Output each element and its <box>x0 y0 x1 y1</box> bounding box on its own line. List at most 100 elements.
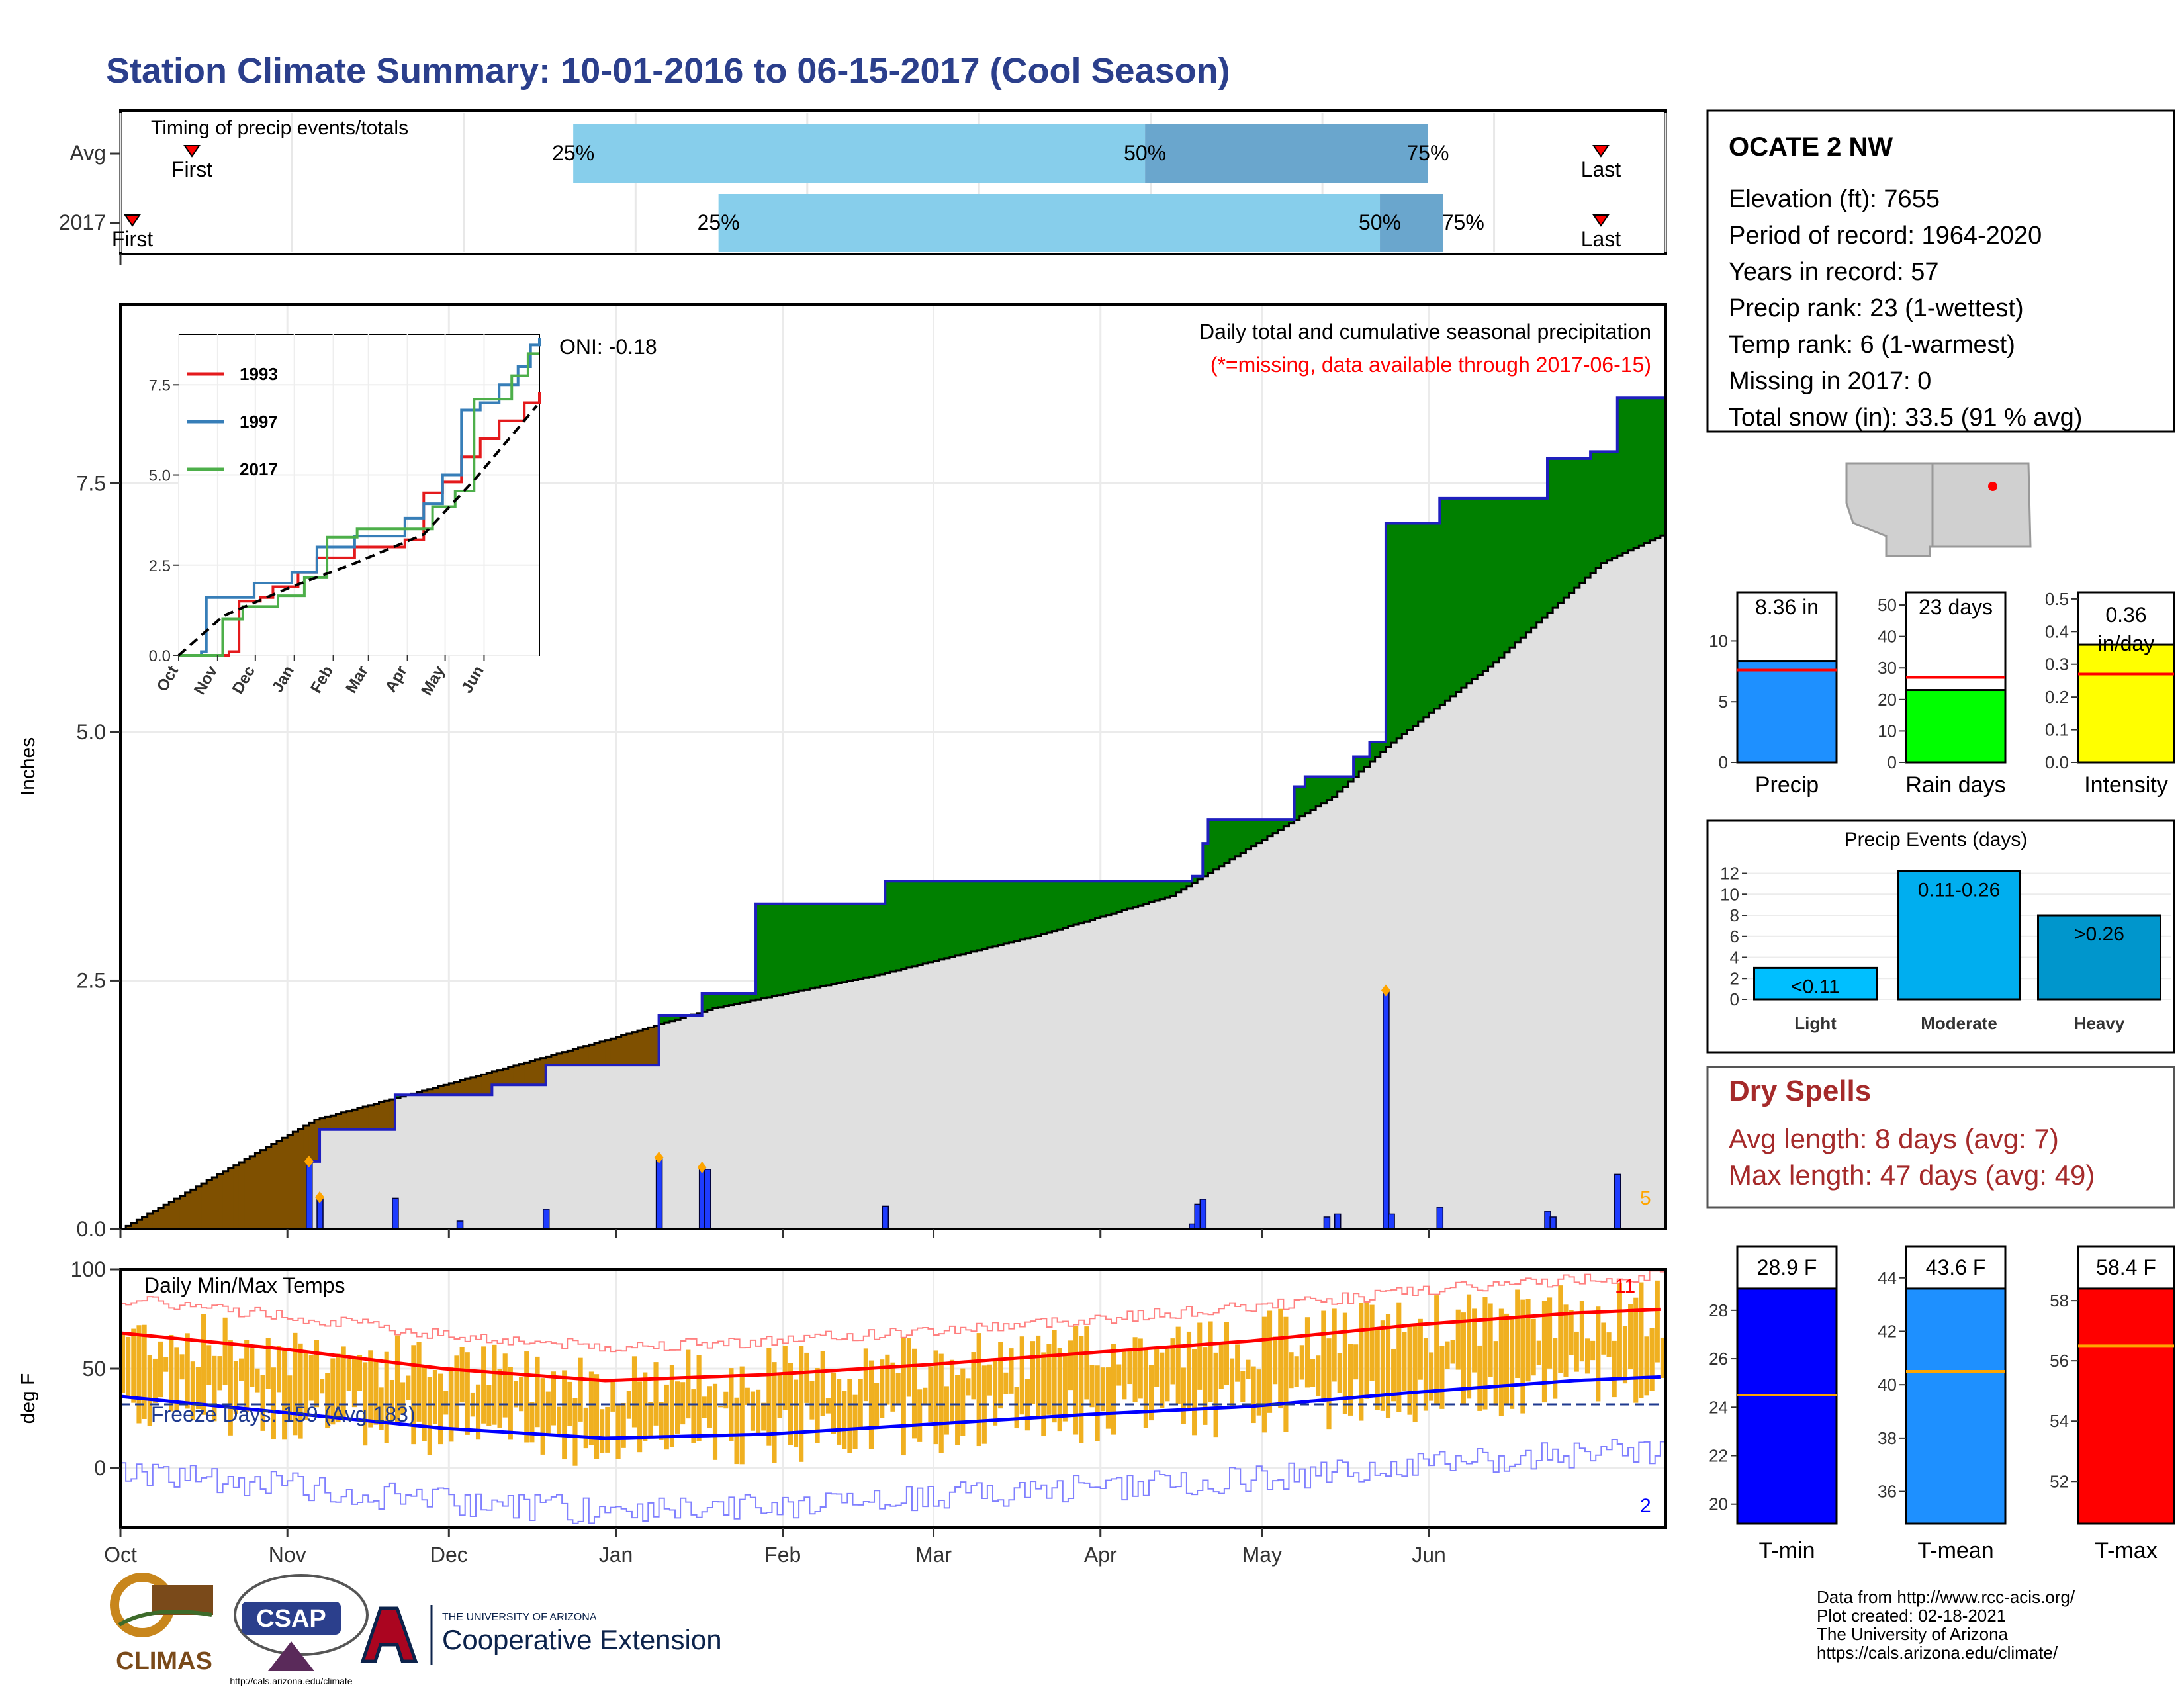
daily-precip-bar <box>882 1205 889 1230</box>
precip-difference-slice <box>1488 498 1494 667</box>
daily-temp-bar <box>944 1386 949 1435</box>
daily-temp-bar <box>1396 1302 1402 1412</box>
precip-difference-slice <box>1347 776 1354 782</box>
daily-temp-bar <box>1127 1351 1132 1385</box>
temp-summary-tick-label: 52 <box>2050 1471 2069 1491</box>
daily-temp-bar <box>1429 1352 1434 1401</box>
precip-difference-slice <box>707 993 713 1010</box>
daily-temp-bar <box>373 1359 379 1425</box>
daily-temp-bar <box>739 1366 745 1465</box>
daily-temp-bar <box>1138 1338 1143 1399</box>
inset-y-tick-label: 7.5 <box>149 377 171 394</box>
daily-temp-bar <box>282 1349 287 1440</box>
precip-difference-slice <box>1617 398 1623 556</box>
temp-frame <box>119 1268 1667 1529</box>
temp-summary-tick-label: 20 <box>1709 1494 1728 1514</box>
precip-difference-slice <box>847 903 854 982</box>
daily-temp-bar <box>1445 1341 1450 1369</box>
precip-panel: 0.0 2.5 5.0 7.5 Inches ONI: -0.18 Daily tot… <box>17 303 1667 1241</box>
precip-difference-slice <box>981 881 988 949</box>
precip-difference-slice <box>465 1079 471 1095</box>
daily-temp-bar <box>901 1338 906 1456</box>
precip-difference-slice <box>330 1115 337 1130</box>
summary-y-tick-label: 0.0 <box>2045 753 2069 772</box>
inset-lines <box>177 338 541 657</box>
daily-temp-bar <box>895 1373 901 1404</box>
precip-difference-slice <box>1052 881 1058 931</box>
precip-difference-slice <box>1019 881 1026 940</box>
precip-difference-slice <box>1531 498 1537 628</box>
daily-temp-bar <box>276 1346 282 1393</box>
daily-temp-bar <box>1601 1322 1606 1355</box>
precip-difference-slice <box>1655 398 1661 539</box>
precip-difference-slice <box>293 1132 299 1229</box>
precip-difference-slice <box>217 1174 224 1229</box>
daily-temp-bar <box>1342 1312 1347 1414</box>
temp-summary-tick-label: 40 <box>1878 1375 1897 1394</box>
precip-difference-slice <box>185 1192 191 1229</box>
daily-temp-bar <box>615 1405 621 1459</box>
daily-temp-bar <box>1472 1308 1477 1373</box>
precip-difference-slice <box>772 903 778 997</box>
precip-difference-slice <box>470 1077 477 1095</box>
precip-difference-slice <box>594 1043 600 1066</box>
precip-difference-slice <box>643 1028 649 1066</box>
precip-difference-slice <box>136 1220 143 1229</box>
daily-temp-bar <box>513 1381 519 1408</box>
daily-temp-bar <box>557 1406 562 1436</box>
daily-temp-bar <box>346 1359 351 1391</box>
events-bar <box>2037 914 2161 1001</box>
daily-temp-bar <box>572 1398 578 1466</box>
daily-temp-bar <box>1003 1372 1009 1394</box>
daily-temp-bar <box>1181 1367 1186 1424</box>
precip-difference-slice <box>1030 881 1036 937</box>
daily-temp-bar <box>1089 1365 1095 1408</box>
precip-difference-slice <box>567 1050 574 1066</box>
daily-temp-bar <box>1547 1297 1553 1369</box>
daily-temp-bar <box>389 1379 394 1422</box>
events-bar <box>1897 870 2021 1001</box>
daily-temp-bar <box>449 1367 454 1442</box>
precip-difference-slice <box>809 903 816 989</box>
precip-difference-slice <box>1154 881 1160 901</box>
daily-temp-bar <box>842 1391 847 1449</box>
dry-spells-max: Max length: 47 days (avg: 49) <box>1729 1160 2095 1191</box>
precip-difference-slice <box>1283 819 1290 827</box>
precip-difference-slice <box>524 1062 530 1085</box>
precip-y-tick-label: 7.5 <box>77 471 106 495</box>
precip-difference-slice <box>723 993 729 1007</box>
precip-difference-slice <box>346 1111 353 1130</box>
precip-difference-slice <box>1165 881 1171 898</box>
precip-difference-slice <box>621 1035 627 1066</box>
station-years: Years in record: 57 <box>1729 258 1939 286</box>
precip-difference-slice <box>874 903 880 976</box>
precip-difference-slice <box>384 1101 390 1130</box>
precip-difference-slice <box>1105 881 1112 915</box>
precip-events-title: Precip Events (days) <box>1844 829 2028 850</box>
daily-temp-bar <box>1439 1346 1445 1409</box>
inset-legend-label: 1997 <box>240 412 278 432</box>
precip-difference-slice <box>1148 881 1155 903</box>
temp-summary-category: T-mean <box>1917 1538 1993 1563</box>
daily-temp-bar <box>949 1359 955 1422</box>
daily-temp-bar <box>1461 1312 1466 1406</box>
daily-temp-bar <box>1289 1352 1294 1389</box>
events-bar-label: >0.26 <box>2074 923 2124 945</box>
precip-difference-slice <box>1068 881 1074 927</box>
daily-temp-bar <box>465 1352 470 1435</box>
precip-difference-slice <box>1396 523 1402 739</box>
inset-y-tick-label: 5.0 <box>149 467 171 485</box>
summary-y-tick-label: 0.4 <box>2045 621 2069 641</box>
precip-difference-slice <box>734 993 741 1004</box>
precip-difference-slice <box>1009 881 1015 942</box>
daily-temp-bar <box>1628 1304 1633 1369</box>
daily-temp-bar <box>993 1359 998 1426</box>
inset-average-line <box>177 404 538 657</box>
precip-difference-slice <box>885 881 891 973</box>
daily-temp-bar <box>1160 1352 1165 1409</box>
precip-difference-slice <box>1073 881 1079 925</box>
precip-difference-slice <box>1127 881 1134 909</box>
daily-temp-bar <box>363 1362 368 1446</box>
arizona-new-mexico-map <box>1845 462 2032 557</box>
